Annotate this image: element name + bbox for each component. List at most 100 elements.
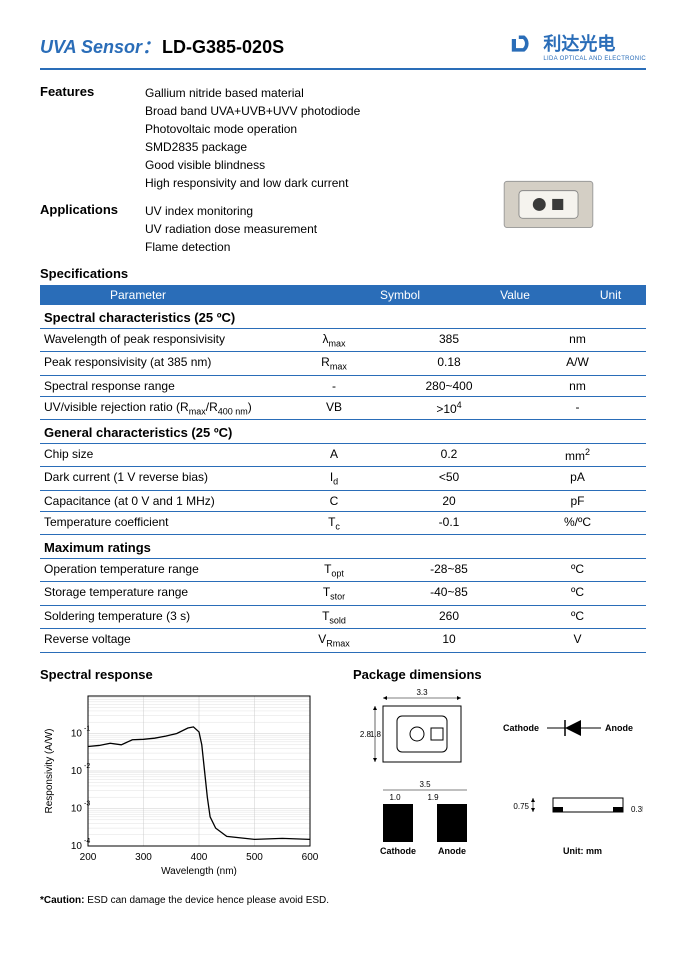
package-diagram: 3.32.81.8CathodeAnode3.51.01.9CathodeAno… <box>353 688 643 873</box>
unit-cell: ºC <box>509 585 646 601</box>
svg-text:200: 200 <box>80 852 97 863</box>
table-row: Spectral response range - 280~400 nm <box>40 376 646 397</box>
unit-cell: ºC <box>509 609 646 625</box>
param-cell: Operation temperature range <box>40 562 279 578</box>
table-row: Wavelength of peak responsivisity λmax 3… <box>40 329 646 352</box>
symbol-cell: Tc <box>279 515 389 531</box>
title-model: LD-G385-020S <box>162 37 284 57</box>
unit-cell: %/ºC <box>509 515 646 531</box>
feature-item: Gallium nitride based material <box>145 84 360 102</box>
spec-body: Spectral characteristics (25 ºC) Wavelen… <box>40 305 646 653</box>
value-cell: 280~400 <box>389 379 509 393</box>
param-cell: Peak responsivisity (at 385 nm) <box>40 355 279 371</box>
unit-cell: ºC <box>509 562 646 578</box>
table-row: Operation temperature range Topt -28~85 … <box>40 559 646 582</box>
group-title: Maximum ratings <box>40 535 646 559</box>
table-row: Peak responsivisity (at 385 nm) Rmax 0.1… <box>40 352 646 375</box>
value-cell: 260 <box>389 609 509 625</box>
bottom-row: Spectral response 20030040050060010-410-… <box>40 667 646 881</box>
company-logo: 利达光电 LIDA OPTICAL AND ELECTRONIC <box>509 30 646 62</box>
symbol-cell: λmax <box>279 332 389 348</box>
svg-text:10: 10 <box>71 728 83 739</box>
param-cell: Capacitance (at 0 V and 1 MHz) <box>40 494 279 508</box>
unit-cell: pA <box>509 470 646 486</box>
application-item: Flame detection <box>145 238 317 256</box>
value-cell: 20 <box>389 494 509 508</box>
feature-item: Good visible blindness <box>145 156 360 174</box>
spectral-response-chart: 20030040050060010-410-310-210-1Wavelengt… <box>40 688 320 878</box>
param-cell: Storage temperature range <box>40 585 279 601</box>
svg-text:-4: -4 <box>84 838 90 845</box>
value-cell: >104 <box>389 400 509 416</box>
param-cell: Spectral response range <box>40 379 279 393</box>
group-title: General characteristics (25 ºC) <box>40 420 646 444</box>
value-cell: -40~85 <box>389 585 509 601</box>
spec-header-row: Parameter Symbol Value Unit <box>40 285 646 305</box>
symbol-cell: Id <box>279 470 389 486</box>
table-row: UV/visible rejection ratio (Rmax/R400 nm… <box>40 397 646 420</box>
table-row: Capacitance (at 0 V and 1 MHz) C 20 pF <box>40 491 646 512</box>
symbol-cell: VB <box>279 400 389 416</box>
svg-text:400: 400 <box>191 852 208 863</box>
svg-text:Unit: mm: Unit: mm <box>563 846 602 856</box>
specifications-title: Specifications <box>40 266 646 281</box>
caution-text: *Caution: ESD can damage the device henc… <box>40 895 646 906</box>
table-row: Reverse voltage VRmax 10 V <box>40 629 646 652</box>
features-list: Gallium nitride based materialBroad band… <box>145 84 360 192</box>
svg-text:10: 10 <box>71 841 83 852</box>
svg-text:1.8: 1.8 <box>370 730 382 739</box>
symbol-cell: Tsold <box>279 609 389 625</box>
unit-cell: V <box>509 632 646 648</box>
unit-cell: mm2 <box>509 447 646 463</box>
feature-item: Broad band UVA+UVB+UVV photodiode <box>145 102 360 120</box>
svg-text:0.35: 0.35 <box>631 805 643 814</box>
svg-text:3.3: 3.3 <box>416 688 428 697</box>
symbol-cell: A <box>279 447 389 463</box>
feature-item: High responsivity and low dark current <box>145 174 360 192</box>
table-row: Soldering temperature (3 s) Tsold 260 ºC <box>40 606 646 629</box>
svg-text:10: 10 <box>71 803 83 814</box>
spectral-response-section: Spectral response 20030040050060010-410-… <box>40 667 333 881</box>
svg-text:-3: -3 <box>84 800 90 807</box>
symbol-cell: VRmax <box>279 632 389 648</box>
col-unit: Unit <box>575 288 646 302</box>
svg-text:-2: -2 <box>84 763 90 770</box>
svg-text:3.5: 3.5 <box>419 780 431 789</box>
application-item: UV index monitoring <box>145 202 317 220</box>
value-cell: 10 <box>389 632 509 648</box>
symbol-cell: - <box>279 379 389 393</box>
svg-text:1.9: 1.9 <box>427 793 439 802</box>
package-section: Package dimensions 3.32.81.8CathodeAnode… <box>333 667 646 881</box>
svg-text:500: 500 <box>246 852 263 863</box>
spectral-response-title: Spectral response <box>40 667 333 682</box>
logo-en-text: LIDA OPTICAL AND ELECTRONIC <box>543 56 646 62</box>
unit-cell: nm <box>509 379 646 393</box>
col-value: Value <box>455 288 575 302</box>
value-cell: 0.2 <box>389 447 509 463</box>
param-cell: Dark current (1 V reverse bias) <box>40 470 279 486</box>
symbol-cell: C <box>279 494 389 508</box>
svg-text:10: 10 <box>71 766 83 777</box>
table-row: Chip size A 0.2 mm2 <box>40 444 646 467</box>
symbol-cell: Topt <box>279 562 389 578</box>
svg-text:Cathode: Cathode <box>503 723 539 733</box>
param-cell: Temperature coefficient <box>40 515 279 531</box>
page-header: UVA Sensor：LD-G385-020S 利达光电 LIDA OPTICA… <box>40 30 646 70</box>
svg-text:600: 600 <box>302 852 319 863</box>
value-cell: <50 <box>389 470 509 486</box>
group-title: Spectral characteristics (25 ºC) <box>40 305 646 329</box>
value-cell: 385 <box>389 332 509 348</box>
value-cell: -0.1 <box>389 515 509 531</box>
table-row: Dark current (1 V reverse bias) Id <50 p… <box>40 467 646 490</box>
svg-text:-1: -1 <box>84 725 90 732</box>
logo-cn-text: 利达光电 <box>543 30 646 56</box>
table-row: Temperature coefficient Tc -0.1 %/ºC <box>40 512 646 535</box>
param-cell: Soldering temperature (3 s) <box>40 609 279 625</box>
param-cell: Reverse voltage <box>40 632 279 648</box>
svg-text:Wavelength (nm): Wavelength (nm) <box>161 866 237 877</box>
package-title: Package dimensions <box>353 667 646 682</box>
param-cell: Chip size <box>40 447 279 463</box>
unit-cell: nm <box>509 332 646 348</box>
feature-item: SMD2835 package <box>145 138 360 156</box>
svg-text:1.0: 1.0 <box>389 793 401 802</box>
